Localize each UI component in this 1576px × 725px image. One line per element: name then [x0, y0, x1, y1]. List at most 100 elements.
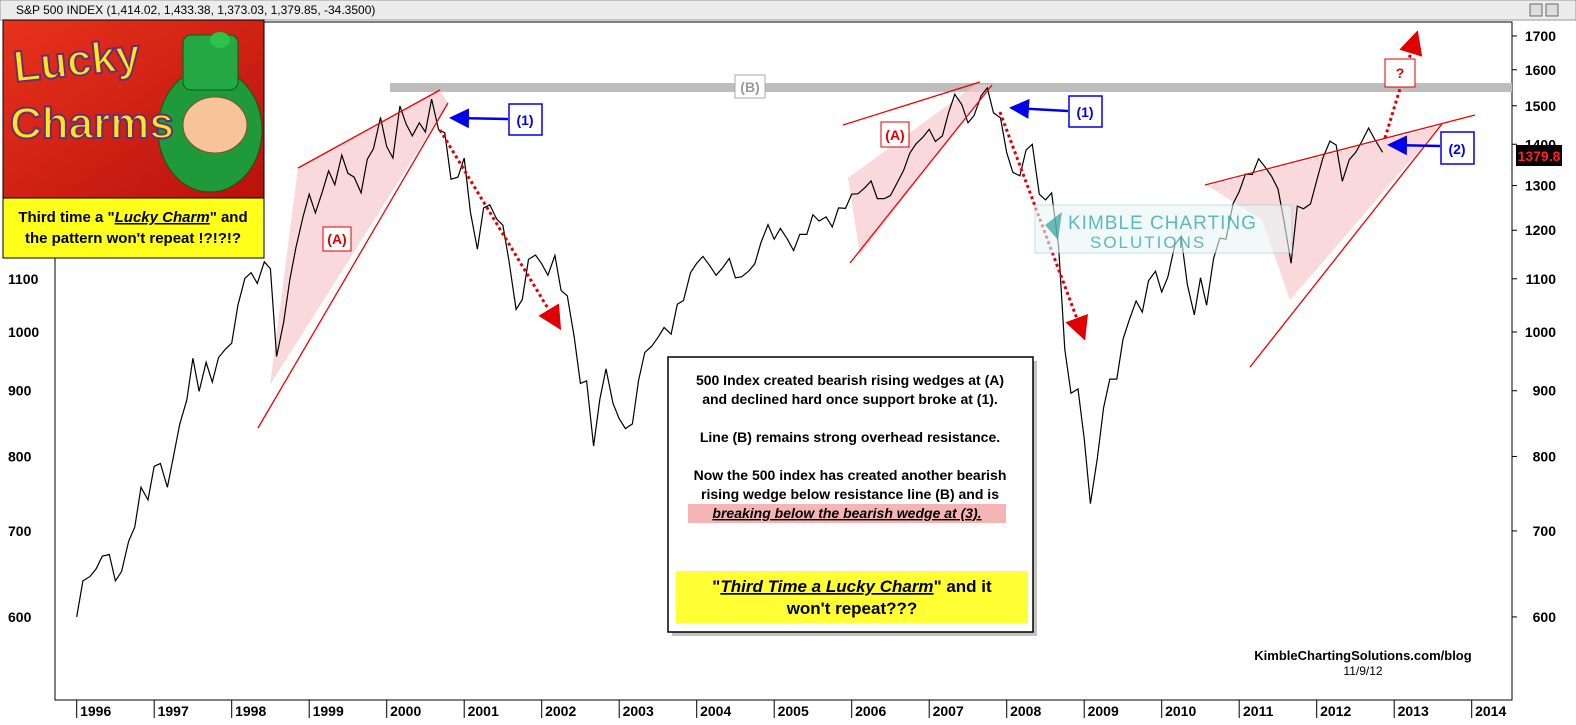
watermark-text: SOLUTIONS: [1090, 233, 1206, 252]
x-tick-label: 2014: [1475, 703, 1506, 719]
price-series: [76, 86, 1384, 618]
window-button[interactable]: [1529, 3, 1543, 17]
price-box: [1516, 145, 1562, 166]
break-label: (1): [516, 112, 533, 128]
y-tick-label: 1000: [1525, 324, 1556, 340]
x-tick-label: 2008: [1010, 703, 1041, 719]
y-tick-label: 1500: [1525, 98, 1556, 114]
y-tick-label: 1700: [1525, 28, 1556, 44]
wedge-line: [849, 84, 993, 264]
x-tick-label: 1996: [80, 703, 111, 719]
x-tick-label: 2004: [700, 703, 731, 719]
price-label: 1379.8: [1518, 148, 1561, 164]
logo-text: Charms: [10, 99, 174, 148]
y-tick-label: 700: [8, 523, 32, 539]
x-tick-label: 2002: [545, 703, 576, 719]
conclusion-part: " and it: [934, 577, 992, 596]
callout-part: Lucky Charm: [115, 209, 210, 226]
label-box: [734, 74, 766, 99]
x-tick-label: 2009: [1088, 703, 1119, 719]
callout-part: Third time a ": [18, 209, 114, 226]
label-box: [1440, 131, 1475, 165]
x-tick-label: 2003: [623, 703, 654, 719]
header-bar: [0, 0, 1576, 21]
note-line: and declined hard once support broke at …: [702, 391, 998, 407]
footer-date: 11/9/12: [1343, 664, 1382, 678]
y-tick-label: 800: [1533, 448, 1557, 464]
y-tick-label: 1000: [8, 324, 39, 340]
y-tick-label: 600: [8, 609, 32, 625]
wedge-line: [1204, 114, 1476, 186]
decline-arrow: [998, 111, 1088, 341]
x-tick-label: 2010: [1165, 703, 1196, 719]
y-tick-label: 600: [1533, 609, 1557, 625]
x-tick-label: 2013: [1398, 703, 1429, 719]
conclusion-part: ": [712, 577, 720, 596]
watermark-box: [1034, 204, 1293, 254]
x-tick-label: 2012: [1320, 703, 1351, 719]
wedge-line: [297, 89, 441, 169]
conclusion-part: Third Time a Lucky Charm: [720, 577, 933, 596]
callout-box: [2, 197, 265, 259]
y-tick-label: 1300: [1525, 178, 1556, 194]
emphasis-text: breaking below the bearish wedge at (3).: [712, 505, 981, 521]
break-label: (2): [1448, 141, 1465, 157]
conclusion-box: [676, 571, 1028, 623]
x-tick-label: 2011: [1243, 703, 1274, 719]
note-line: 500 Index created bearish rising wedges …: [696, 372, 1004, 388]
wedge-label: (A): [885, 127, 904, 143]
window-button[interactable]: [1545, 3, 1559, 17]
watermark-icon: [1045, 212, 1062, 240]
label-box: [508, 103, 543, 136]
x-tick-label: 2007: [933, 703, 964, 719]
wedge-fill: [1208, 118, 1470, 300]
wedge-line: [1249, 123, 1443, 368]
note-line: Now the 500 index has created another be…: [694, 467, 1007, 483]
decline-arrow: [438, 129, 562, 331]
y-tick-label: 800: [8, 448, 32, 464]
y-tick-label: 900: [1533, 383, 1557, 399]
wedge-line: [257, 102, 449, 429]
y-tick-label: 1600: [1525, 62, 1556, 78]
pointer-arrow: [1387, 135, 1441, 156]
conclusion-text: "Third Time a Lucky Charm" and it: [712, 577, 992, 596]
callout-text: Third time a "Lucky Charm" and: [18, 209, 247, 226]
x-tick-label: 2006: [855, 703, 886, 719]
leprechaun-hat: [182, 34, 239, 91]
pointer-arrow: [1009, 98, 1069, 119]
price-line: [76, 86, 1384, 618]
label-box: [1384, 58, 1416, 88]
x-tick-label: 1997: [158, 703, 189, 719]
leprechaun-face: [182, 96, 248, 154]
x-tick-label: 1998: [235, 703, 266, 719]
note-line: rising wedge below resistance line (B) a…: [701, 486, 999, 502]
conclusion-text: won't repeat???: [786, 599, 918, 618]
label-box: [880, 121, 910, 148]
y-tick-label: 1200: [1525, 222, 1556, 238]
wedge-line: [842, 81, 981, 126]
label-box: [322, 226, 352, 252]
y-tick-label: 1100: [8, 271, 39, 287]
pointer-arrow: [449, 108, 509, 129]
resistance-line: [390, 83, 1512, 92]
callout-part: " and: [210, 209, 248, 226]
header-text: S&P 500 INDEX (1,414.02, 1,433.38, 1,373…: [16, 3, 375, 17]
question-label: ?: [1396, 65, 1405, 81]
callout-text: the pattern won't repeat !?!?!?: [25, 230, 241, 247]
x-tick-label: 2000: [390, 703, 421, 719]
clover: [210, 32, 230, 48]
wedge-fill: [848, 85, 990, 255]
watermark-text: KIMBLE CHARTING: [1068, 213, 1257, 234]
y-tick-label: 1100: [1526, 271, 1557, 287]
label-box: [1068, 95, 1103, 128]
y-tick-label: 700: [1533, 523, 1557, 539]
emphasis-highlight: [688, 504, 1006, 523]
x-tick-label: 2005: [778, 703, 809, 719]
x-tick-label: 1999: [313, 703, 344, 719]
x-tick-label: 2001: [468, 703, 499, 719]
wedge-label: (A): [327, 231, 346, 247]
note-line: Line (B) remains strong overhead resista…: [700, 429, 1000, 445]
resistance-label: (B): [740, 79, 759, 95]
y-tick-label: 900: [8, 383, 32, 399]
